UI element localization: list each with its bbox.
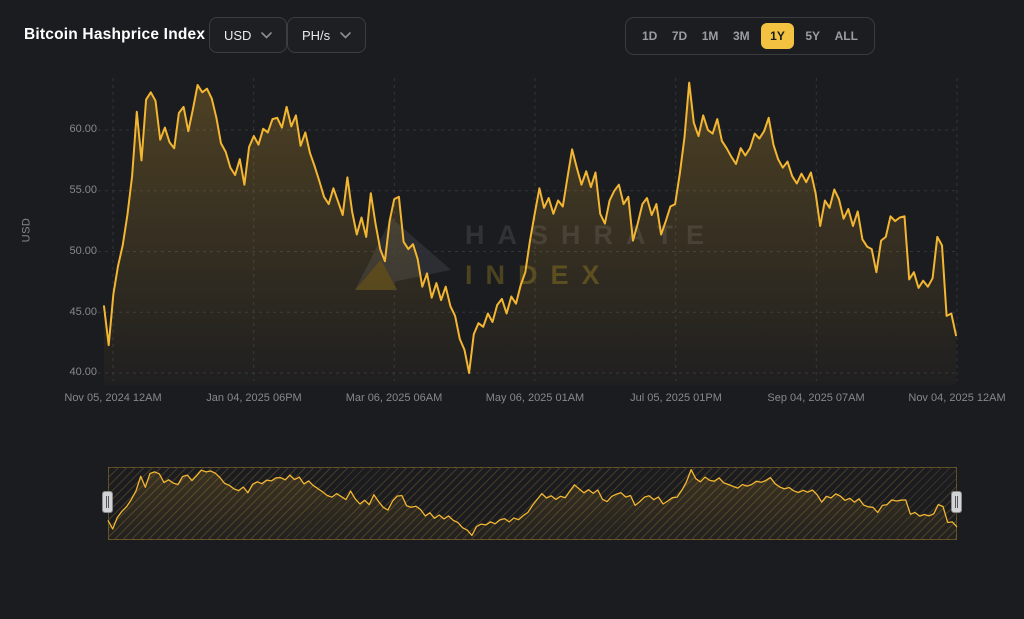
y-tick-label: 45.00 xyxy=(69,306,97,318)
range-button-1y[interactable]: 1Y xyxy=(761,23,794,49)
range-button-3m[interactable]: 3M xyxy=(732,29,750,43)
currency-dropdown-value: USD xyxy=(224,27,252,43)
chevron-down-icon xyxy=(340,31,351,39)
navigator-left-handle[interactable] xyxy=(102,491,113,513)
y-tick-label: 55.00 xyxy=(69,184,97,196)
range-selector: 1D 7D 1M 3M 1Y 5Y ALL xyxy=(625,17,875,55)
x-tick-label: Nov 04, 2025 12AM xyxy=(908,392,1006,404)
unit-dropdown-value: PH/s xyxy=(302,27,331,43)
x-tick-label: Jan 04, 2025 06PM xyxy=(206,392,302,404)
unit-dropdown[interactable]: PH/s xyxy=(287,17,367,53)
y-tick-label: 50.00 xyxy=(69,245,97,257)
chevron-down-icon xyxy=(261,31,273,39)
navigator-selected-range[interactable] xyxy=(108,467,957,540)
x-tick-label: Sep 04, 2025 07AM xyxy=(767,392,865,404)
drag-grip-icon xyxy=(106,496,109,508)
y-tick-label: 60.00 xyxy=(69,123,97,135)
range-button-7d[interactable]: 7D xyxy=(671,29,688,43)
range-button-5y[interactable]: 5Y xyxy=(805,29,821,43)
range-button-1d[interactable]: 1D xyxy=(642,29,658,43)
y-tick-label: 40.00 xyxy=(69,366,97,378)
currency-dropdown[interactable]: USD xyxy=(209,17,288,53)
x-tick-label: Nov 05, 2024 12AM xyxy=(64,392,162,404)
x-tick-label: Jul 05, 2025 01PM xyxy=(630,392,722,404)
range-button-1m[interactable]: 1M xyxy=(701,29,719,43)
navigator-right-handle[interactable] xyxy=(951,491,962,513)
x-tick-label: May 06, 2025 01AM xyxy=(485,392,585,404)
range-button-all[interactable]: ALL xyxy=(834,29,858,43)
page-title: Bitcoin Hashprice Index xyxy=(24,26,206,43)
drag-grip-icon xyxy=(955,496,958,508)
x-tick-label: Mar 06, 2025 06AM xyxy=(345,392,443,404)
